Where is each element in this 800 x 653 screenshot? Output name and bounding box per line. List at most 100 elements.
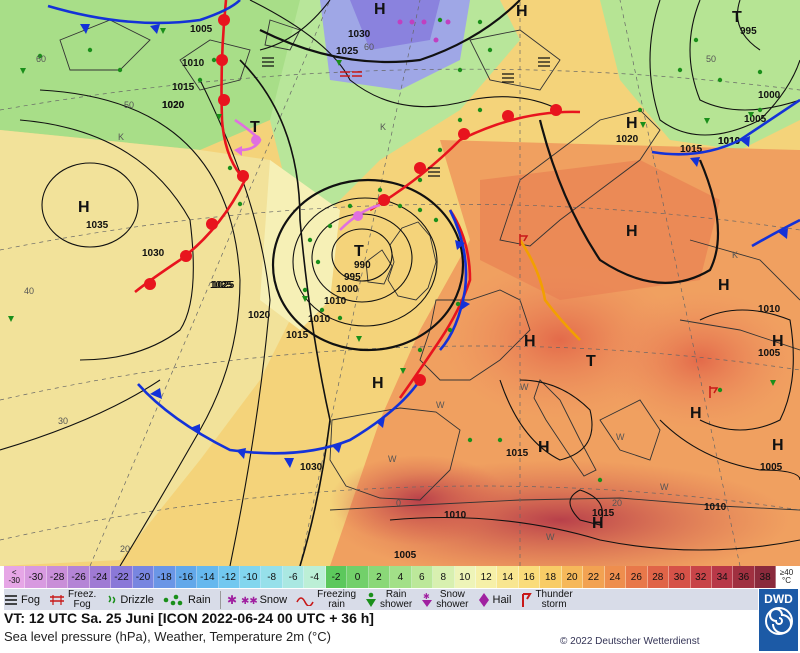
isobar-label: 1020: [616, 134, 639, 145]
warm-front-iberia: [398, 209, 472, 399]
isobar-label: 1010: [182, 58, 205, 69]
scale-cell: 10: [454, 566, 476, 588]
legend-label: Rain: [187, 593, 211, 606]
isobar-label: 1030: [348, 29, 371, 40]
scale-cell: 26: [626, 566, 648, 588]
mild-zone-atlantic: [0, 130, 300, 566]
scale-cell: 0: [347, 566, 369, 588]
isotherm-label: 60: [364, 42, 374, 52]
isobar-label: 1005: [744, 114, 767, 125]
legend-label: Freezing rain: [317, 588, 356, 610]
legend-rain: Rain: [163, 591, 211, 609]
warm-label: W: [660, 482, 669, 492]
high-center: H: [372, 375, 384, 392]
legend-label: Drizzle: [120, 593, 154, 606]
isobar-label: 1020: [162, 100, 185, 111]
warm-front-north-sea: [369, 110, 581, 212]
isotherm-label: 30: [58, 416, 68, 426]
scale-cell: 8: [433, 566, 455, 588]
scale-cell: -20: [132, 566, 155, 588]
isobar-label: 995: [344, 272, 361, 283]
scale-cell: -16: [175, 566, 198, 588]
scale-min-symbol: <: [11, 568, 17, 577]
scale-cell: -26: [68, 566, 90, 588]
scale-cell: 24: [604, 566, 627, 588]
copyright: © 2022 Deutscher Wetterdienst: [560, 636, 700, 647]
scale-cell: 32: [690, 566, 712, 588]
precipitation-symbols: [37, 17, 763, 483]
low-center: T: [586, 353, 596, 370]
scale-cell: 16: [518, 566, 541, 588]
rain-shower-icon: [365, 591, 377, 609]
cold-front-north: [47, 0, 241, 25]
scale-cell: -12: [218, 566, 240, 588]
scale-cell: -4: [304, 566, 326, 588]
scale-min-value: -30: [8, 576, 20, 585]
scale-cell: 36: [733, 566, 755, 588]
isotherm-label: 50: [706, 54, 716, 64]
warm-label: W: [388, 454, 397, 464]
isotherm-label: 20: [612, 498, 622, 508]
high-center: H: [772, 333, 784, 350]
isobars: [0, 0, 800, 566]
cold-front-russia: [751, 218, 800, 248]
shower-symbols: [8, 28, 776, 386]
legend-drizzle: Drizzle: [105, 591, 154, 609]
scale-cell: -2: [325, 566, 348, 588]
high-center: H: [78, 199, 90, 216]
thunderstorm-symbols: [340, 71, 719, 398]
isobar-label: 1010: [718, 136, 741, 147]
isobar-labels: 1005 1010 1015 1020 1025 1030 1035 990 9…: [86, 24, 783, 561]
scale-cell: -14: [197, 566, 219, 588]
scale-cell: 4: [390, 566, 412, 588]
cold-label: K: [118, 132, 124, 142]
scale-cell: -10: [239, 566, 262, 588]
chart-subtitle: Sea level pressure (hPa), Weather, Tempe…: [4, 629, 331, 644]
dwd-logo: DWD: [759, 589, 798, 651]
cold-front-atlantic: [137, 379, 422, 455]
isobar-label: 1030: [142, 248, 165, 259]
snow-icon: ✱ ✱✱: [227, 591, 257, 609]
legend-rain-shower: Rain shower: [365, 589, 412, 610]
valid-time: VT: 12 UTC Sa. 25 Juni [ICON 2022-06-24 …: [4, 610, 374, 626]
isobar-label: 1000: [758, 90, 781, 101]
high-center: H: [626, 223, 638, 240]
isobar-label: 1020: [248, 310, 271, 321]
warm-label: W: [546, 532, 555, 542]
low-center: T: [250, 119, 260, 136]
isotherm-label: 40: [24, 286, 34, 296]
thunderstorm-icon: [520, 591, 533, 609]
scale-cell: -8: [261, 566, 283, 588]
hot-zone-balkans: [600, 290, 800, 430]
scale-cell: 12: [475, 566, 498, 588]
legend-label: Fog: [21, 593, 40, 606]
isobar-label: 1010: [324, 296, 347, 307]
isobar-label: 1030: [300, 462, 323, 473]
svg-text:✱✱: ✱✱: [241, 596, 257, 607]
snow-symbols: [397, 19, 451, 43]
cold-label: K: [380, 122, 386, 132]
isobar-label: 1005: [758, 348, 781, 359]
isotherm-label: 50: [124, 100, 134, 110]
high-center: H: [718, 277, 730, 294]
isobar-label: 1025: [212, 280, 235, 291]
isobar-label: 1005: [394, 550, 417, 561]
low-center: T: [732, 9, 742, 26]
fog-symbols: [262, 57, 550, 177]
scale-cell: -28: [46, 566, 69, 588]
legend-freezing-fog: Freez. Fog: [49, 588, 97, 610]
scale-cell: -24: [89, 566, 112, 588]
isobar-label: 1010: [308, 314, 331, 325]
scale-cell-min: < -30: [4, 566, 26, 588]
legend-label: Snow: [259, 593, 288, 606]
scale-cell: -30: [25, 566, 47, 588]
legend-hail: Hail: [478, 591, 511, 609]
high-center: H: [626, 115, 638, 132]
svg-text:✱: ✱: [227, 593, 237, 607]
scale-cell-max: ≥40 °C: [776, 566, 798, 588]
fog-icon: [4, 591, 18, 609]
isobar-label: 1010: [718, 136, 741, 147]
freezing-rain-icon: [296, 591, 314, 609]
high-center: H: [690, 405, 702, 422]
legend-label: Freez. Fog: [67, 588, 97, 610]
